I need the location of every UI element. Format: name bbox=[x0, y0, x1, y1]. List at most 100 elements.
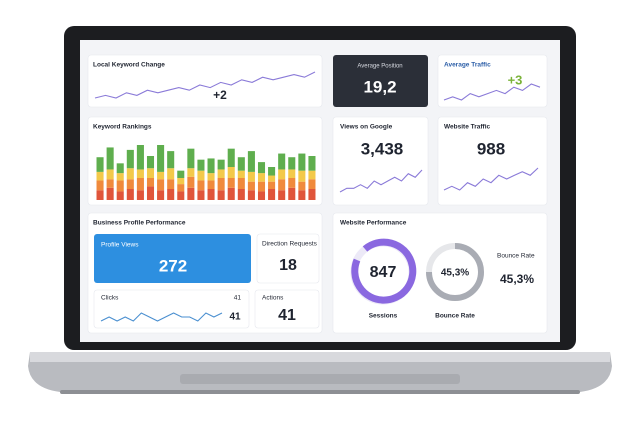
bar-segment bbox=[146, 178, 155, 187]
bar-segment bbox=[268, 181, 276, 189]
bar-segment bbox=[288, 157, 296, 170]
bar-segment bbox=[126, 149, 134, 169]
bar-segment bbox=[177, 178, 185, 185]
bar-segment bbox=[247, 181, 255, 191]
bar-segment bbox=[136, 169, 144, 178]
ring-label: Bounce Rate bbox=[435, 313, 475, 320]
bar-segment bbox=[177, 170, 185, 178]
bar-segment bbox=[167, 151, 175, 169]
bar-segment bbox=[116, 163, 124, 174]
bar-segment bbox=[278, 153, 286, 170]
card-value: 3,438 bbox=[361, 139, 404, 158]
bar-segment bbox=[227, 167, 235, 178]
bar-segment bbox=[126, 168, 134, 180]
ring-label: Sessions bbox=[369, 313, 398, 320]
box-label: Actions bbox=[262, 295, 284, 302]
bar-segment bbox=[136, 190, 144, 200]
bar-segment bbox=[187, 187, 195, 200]
box-label: Direction Requests bbox=[262, 241, 318, 248]
bar-segment bbox=[257, 181, 266, 192]
bar-segment bbox=[106, 179, 114, 188]
bar-segment bbox=[187, 148, 195, 169]
bar-segment bbox=[136, 178, 144, 191]
bar-segment bbox=[106, 187, 114, 200]
bar-segment bbox=[278, 179, 286, 191]
ring-value: 847 bbox=[370, 264, 397, 281]
bar-segment bbox=[106, 147, 114, 170]
card-title: Keyword Rankings bbox=[93, 124, 152, 131]
bar-segment bbox=[177, 184, 185, 192]
card-value: 19,2 bbox=[363, 77, 396, 96]
bar-segment bbox=[308, 170, 316, 180]
bar-segment bbox=[278, 169, 286, 180]
sparkline bbox=[339, 169, 423, 193]
bar-segment bbox=[157, 190, 165, 200]
bar-segment bbox=[237, 178, 245, 189]
profile-views-box bbox=[94, 234, 251, 283]
bar-segment bbox=[247, 171, 255, 182]
sparkline bbox=[443, 83, 541, 101]
bar-segment bbox=[227, 178, 235, 188]
bar-segment bbox=[116, 191, 124, 200]
bar-segment bbox=[126, 179, 134, 189]
bar-segment bbox=[187, 176, 195, 188]
bar-segment bbox=[257, 191, 266, 200]
bar-segment bbox=[126, 189, 134, 200]
bar-segment bbox=[177, 191, 185, 200]
bar-segment bbox=[217, 190, 225, 200]
bar-segment bbox=[298, 181, 306, 191]
bar-segment bbox=[207, 158, 215, 174]
card bbox=[87, 54, 323, 108]
box-value: 272 bbox=[159, 256, 187, 275]
card-title: Website Performance bbox=[340, 220, 407, 227]
bar-segment bbox=[268, 175, 276, 182]
bar-segment bbox=[237, 157, 245, 171]
ring-arc bbox=[351, 238, 417, 304]
side-value: 45,3% bbox=[500, 272, 534, 286]
trackpad bbox=[180, 374, 460, 384]
ring-arc bbox=[426, 243, 484, 301]
bar-segment bbox=[247, 190, 255, 200]
bar-segment bbox=[146, 156, 155, 169]
bar-segment bbox=[288, 178, 296, 188]
card bbox=[437, 116, 548, 206]
card-value: +2 bbox=[213, 88, 227, 102]
bar-segment bbox=[136, 145, 144, 170]
card bbox=[437, 54, 548, 108]
sub-card bbox=[254, 289, 320, 329]
sparkline bbox=[94, 71, 316, 99]
box-value: 18 bbox=[279, 257, 297, 274]
card-value: +3 bbox=[508, 72, 523, 87]
bar-segment bbox=[207, 180, 215, 189]
bar-segment bbox=[207, 189, 215, 200]
base-edge bbox=[30, 352, 610, 362]
card-title: Business Profile Performance bbox=[93, 220, 186, 227]
bar-segment bbox=[197, 170, 205, 181]
base-foot bbox=[60, 390, 580, 394]
bar-segment bbox=[106, 169, 114, 180]
bar-segment bbox=[217, 169, 225, 178]
bar-segment bbox=[288, 187, 296, 200]
bar-segment bbox=[308, 189, 316, 200]
bar-segment bbox=[187, 168, 195, 177]
bar-segment bbox=[298, 190, 306, 200]
bar-segment bbox=[116, 173, 124, 181]
bar-segment bbox=[308, 179, 316, 189]
card bbox=[332, 116, 429, 206]
bar-segment bbox=[288, 169, 296, 178]
bar-segment bbox=[217, 159, 225, 170]
card-dark bbox=[333, 55, 428, 107]
bar-segment bbox=[268, 167, 276, 176]
box-label: Profile Views bbox=[101, 242, 139, 249]
bar-segment bbox=[227, 148, 235, 167]
ring-value: 45,3% bbox=[441, 268, 469, 279]
bar-segment bbox=[146, 186, 155, 200]
bar-segment bbox=[146, 168, 155, 178]
sparkline bbox=[443, 167, 539, 191]
bar-segment bbox=[167, 189, 175, 200]
box-value: 41 bbox=[278, 307, 296, 324]
bar-segment bbox=[278, 190, 286, 200]
bar-segment bbox=[237, 189, 245, 200]
box-value-small: 41 bbox=[234, 295, 242, 302]
